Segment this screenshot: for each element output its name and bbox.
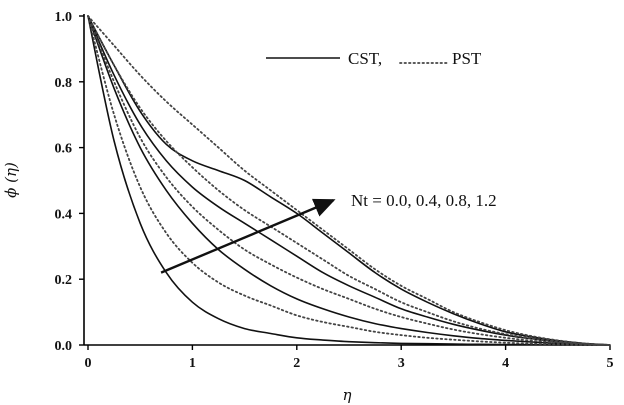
y-tick-label: 0.4	[55, 207, 73, 222]
cst-curve-2	[87, 15, 611, 346]
tick-group: 0 1 2 3 4 5 0.0 0.2 0.4 0.6 0.8 1.0	[55, 10, 614, 371]
x-axis-title: η	[343, 386, 352, 404]
pst-curve-4	[87, 15, 611, 346]
legend-dotted-label: PST	[452, 49, 482, 68]
y-tick-label: 0.2	[55, 273, 73, 288]
pst-curve-2	[87, 15, 611, 346]
pst-curve-3	[87, 15, 611, 346]
x-tick-label: 3	[398, 356, 405, 371]
y-tick-label: 0.6	[55, 142, 73, 157]
series-group	[87, 15, 611, 346]
plot-axes	[83, 14, 610, 346]
x-tick-label: 1	[189, 356, 196, 371]
annotation: Nt = 0.0, 0.4, 0.8, 1.2	[160, 191, 497, 274]
y-tick-label: 0.0	[55, 339, 73, 354]
y-tick-label: 1.0	[55, 10, 73, 25]
annotation-label: Nt = 0.0, 0.4, 0.8, 1.2	[351, 191, 497, 210]
y-axis-title: ϕ (η)	[2, 162, 20, 198]
x-tick-label: 5	[607, 356, 614, 371]
x-tick-label: 4	[502, 356, 509, 371]
annotation-arrow	[160, 198, 336, 274]
y-tick-label: 0.8	[55, 76, 73, 91]
legend-solid-label: CST,	[348, 49, 382, 68]
legend: CST, PST	[266, 49, 482, 68]
cst-curve-1	[87, 15, 611, 346]
cst-curve-4	[87, 15, 611, 346]
x-tick-label: 0	[85, 356, 92, 371]
pst-curve-1	[87, 15, 611, 346]
x-tick-label: 2	[293, 356, 300, 371]
